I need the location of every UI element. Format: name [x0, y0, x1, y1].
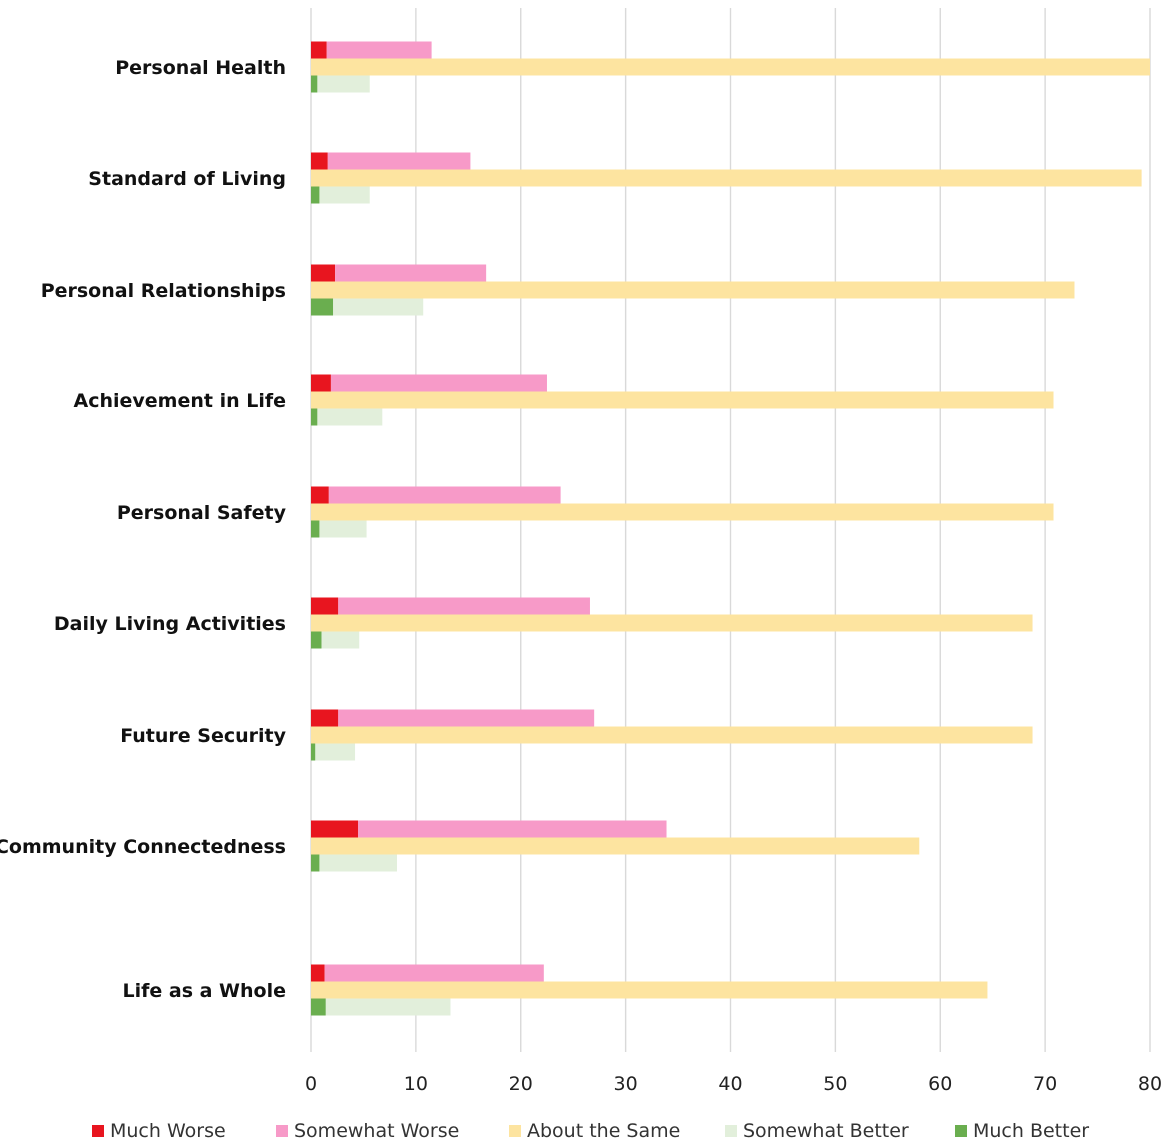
- bar-somewhat-worse-daily-living-activities: [338, 597, 590, 615]
- x-tick-label-20: 20: [509, 1073, 533, 1095]
- bars: [311, 41, 1150, 1016]
- bar-about-the-same-personal-safety: [311, 503, 1054, 521]
- bar-much-better-future-security: [311, 743, 316, 761]
- bar-about-the-same-life-as-a-whole: [311, 981, 988, 999]
- bar-much-worse-life-as-a-whole: [311, 964, 325, 982]
- bar-much-worse-personal-relationships: [311, 264, 336, 282]
- bar-about-the-same-achievement-in-life: [311, 391, 1054, 409]
- bar-somewhat-better-daily-living-activities: [311, 631, 360, 649]
- category-label-future-security: Future Security: [120, 725, 286, 747]
- bar-somewhat-worse-future-security: [338, 709, 595, 727]
- category-label-standard-of-living: Standard of Living: [88, 168, 286, 190]
- legend-swatch-much-worse: [92, 1125, 104, 1137]
- bar-about-the-same-personal-relationships: [311, 281, 1075, 299]
- bar-much-worse-personal-health: [311, 41, 327, 59]
- x-tick-label-80: 80: [1138, 1073, 1162, 1095]
- x-tick-label-0: 0: [305, 1073, 317, 1095]
- bar-much-better-standard-of-living: [311, 186, 320, 204]
- bar-about-the-same-daily-living-activities: [311, 614, 1033, 632]
- bar-somewhat-worse-achievement-in-life: [330, 374, 547, 392]
- bar-much-better-life-as-a-whole: [311, 998, 326, 1016]
- bar-much-better-daily-living-activities: [311, 631, 322, 649]
- x-tick-labels: 0 10 20 30 40 50 60 70 80: [305, 1073, 1162, 1095]
- bar-much-worse-standard-of-living: [311, 152, 328, 170]
- legend-swatch-about-the-same: [509, 1125, 521, 1137]
- category-label-personal-health: Personal Health: [115, 57, 286, 79]
- bar-somewhat-better-life-as-a-whole: [311, 998, 451, 1016]
- bar-much-better-personal-health: [311, 75, 318, 93]
- bar-somewhat-worse-personal-relationships: [335, 264, 487, 282]
- legend-label-somewhat-worse: Somewhat Worse: [294, 1120, 459, 1142]
- bar-about-the-same-personal-health: [311, 58, 1150, 76]
- category-label-life-as-a-whole: Life as a Whole: [122, 980, 286, 1002]
- bar-much-better-achievement-in-life: [311, 408, 318, 426]
- bar-much-worse-community-connectedness: [311, 820, 359, 838]
- category-label-achievement-in-life: Achievement in Life: [74, 390, 287, 412]
- bar-somewhat-worse-personal-safety: [328, 486, 561, 504]
- bar-about-the-same-future-security: [311, 726, 1033, 744]
- bar-much-worse-daily-living-activities: [311, 597, 339, 615]
- x-tick-label-50: 50: [823, 1073, 847, 1095]
- bar-somewhat-worse-standard-of-living: [327, 152, 471, 170]
- category-label-personal-relationships: Personal Relationships: [41, 280, 286, 302]
- bar-somewhat-better-personal-relationships: [311, 298, 424, 316]
- legend-label-about-the-same: About the Same: [527, 1120, 680, 1142]
- bar-about-the-same-standard-of-living: [311, 169, 1142, 187]
- category-label-daily-living-activities: Daily Living Activities: [54, 613, 286, 635]
- legend-swatch-somewhat-worse: [276, 1125, 288, 1137]
- x-tick-label-70: 70: [1033, 1073, 1057, 1095]
- bar-much-worse-future-security: [311, 709, 339, 727]
- bar-somewhat-better-personal-safety: [311, 520, 367, 538]
- bar-somewhat-worse-life-as-a-whole: [324, 964, 544, 982]
- x-tick-label-30: 30: [614, 1073, 638, 1095]
- bar-somewhat-worse-community-connectedness: [358, 820, 667, 838]
- legend-swatch-somewhat-better: [725, 1125, 737, 1137]
- bar-much-better-personal-relationships: [311, 298, 334, 316]
- bar-much-better-community-connectedness: [311, 854, 320, 872]
- bar-somewhat-worse-personal-health: [326, 41, 432, 59]
- bar-somewhat-better-future-security: [311, 743, 356, 761]
- legend-label-somewhat-better: Somewhat Better: [743, 1120, 909, 1142]
- legend: Much Worse Somewhat Worse About the Same So…: [92, 1120, 1089, 1142]
- bar-much-worse-achievement-in-life: [311, 374, 331, 392]
- bar-somewhat-better-personal-health: [311, 75, 370, 93]
- bar-somewhat-better-community-connectedness: [311, 854, 397, 872]
- category-labels: Personal Health Standard of Living Persona…: [0, 57, 287, 1002]
- bar-somewhat-better-achievement-in-life: [311, 408, 383, 426]
- legend-swatch-much-better: [955, 1125, 967, 1137]
- bar-much-worse-personal-safety: [311, 486, 329, 504]
- legend-label-much-worse: Much Worse: [110, 1120, 226, 1142]
- x-tick-label-10: 10: [404, 1073, 428, 1095]
- legend-label-much-better: Much Better: [973, 1120, 1089, 1142]
- bar-much-better-personal-safety: [311, 520, 320, 538]
- bar-about-the-same-community-connectedness: [311, 837, 920, 855]
- category-label-community-connectedness: Community Connectedness: [0, 836, 286, 858]
- category-label-personal-safety: Personal Safety: [117, 502, 287, 524]
- bar-somewhat-better-standard-of-living: [311, 186, 370, 204]
- x-tick-label-40: 40: [718, 1073, 742, 1095]
- x-tick-label-60: 60: [928, 1073, 952, 1095]
